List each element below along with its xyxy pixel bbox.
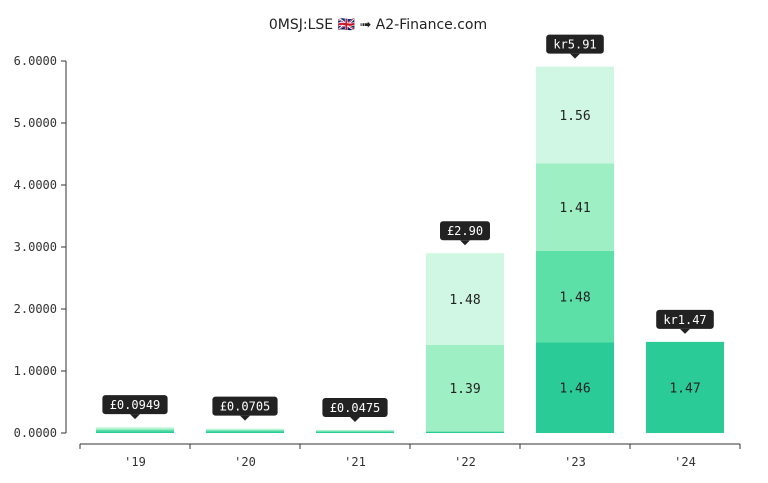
total-badge-pointer [350, 417, 360, 423]
y-tick-label: 5.0000 [14, 116, 57, 130]
bar-segment-label: 1.47 [669, 381, 700, 396]
total-label: £0.0475 [330, 401, 381, 415]
bar-segment [536, 66, 614, 164]
x-ticks: '19 '20 '21 '22 '23 '24 [79, 444, 741, 469]
bar-segment [426, 344, 504, 432]
x-tick-label: '24 [674, 455, 696, 469]
x-tick-label: '23 [564, 455, 586, 469]
y-tick-label: 2.0000 [14, 302, 57, 316]
bar-segment [206, 430, 284, 432]
total-badge-bg [322, 398, 388, 418]
total-badge-pointer [680, 328, 690, 334]
bar-segment [96, 431, 174, 433]
bar-segment [316, 430, 394, 432]
total-label: £0.0705 [220, 400, 271, 414]
chart-title: 0MSJ:LSE 🇬🇧 ➟ A2-Finance.com [269, 17, 487, 33]
x-tick-label: '22 [454, 455, 476, 469]
x-tick-label: '21 [344, 455, 366, 469]
x-tick-label: '20 [234, 455, 256, 469]
total-labels: £0.0949 £0.0705 £0.0475 £2.90 kr5.91 kr1.47 [102, 34, 714, 423]
bar-segment [426, 253, 504, 345]
bars: 1.39 1.48 1.46 1.48 1.41 1.56 1.47 [96, 66, 724, 433]
bar-segment-label: 1.39 [449, 382, 480, 397]
total-badge-bg [440, 221, 490, 241]
total-badge: kr5.91 [546, 34, 604, 59]
bar-segment-label: 1.41 [559, 201, 590, 216]
total-badge-bg [102, 395, 168, 415]
bar-segment [426, 431, 504, 433]
bar-segment-label: 1.48 [559, 291, 590, 306]
bar-segment [536, 250, 614, 343]
y-tick-label: 1.0000 [14, 364, 57, 378]
bar-segment [96, 428, 174, 430]
y-tick-label: 3.0000 [14, 240, 57, 254]
bar-segment [206, 431, 284, 433]
total-badge: £2.90 [440, 221, 490, 246]
total-badge-pointer [130, 414, 140, 420]
bar-segment-label: 1.56 [559, 109, 590, 124]
bar-segment [646, 341, 724, 433]
y-tick-label: 6.0000 [14, 54, 57, 68]
total-badge-bg [212, 396, 278, 416]
total-badge-bg [546, 34, 604, 54]
total-badge-pointer [240, 415, 250, 421]
bar-segment [206, 429, 284, 431]
total-label: kr1.47 [663, 313, 706, 327]
total-label: £0.0949 [110, 398, 161, 412]
y-tick-label: 4.0000 [14, 178, 57, 192]
y-ticks: 0.0000 1.0000 2.0000 3.0000 4.0000 5.0000 6.00… [14, 54, 66, 440]
total-badge: £0.0475 [322, 398, 388, 423]
bar-segment [536, 163, 614, 251]
total-badge-pointer [460, 240, 470, 246]
total-label: kr5.91 [553, 38, 596, 52]
bar-segment-label: 1.48 [449, 293, 480, 308]
bar-segment [536, 342, 614, 433]
total-badge: £0.0705 [212, 396, 278, 421]
total-badge-pointer [570, 53, 580, 59]
bar-segment [316, 431, 394, 433]
bar-segment [316, 430, 394, 431]
total-badge: kr1.47 [656, 309, 714, 334]
bar-segment [96, 427, 174, 429]
total-label: £2.90 [447, 224, 483, 238]
x-tick-label: '19 [124, 455, 146, 469]
total-badge: £0.0949 [102, 395, 168, 420]
total-badge-bg [656, 309, 714, 329]
bar-segment [206, 428, 284, 430]
y-tick-label: 0.0000 [14, 426, 57, 440]
bar-segment-label: 1.46 [559, 382, 590, 397]
bar-segment [426, 431, 504, 432]
bar-segment [96, 429, 174, 432]
